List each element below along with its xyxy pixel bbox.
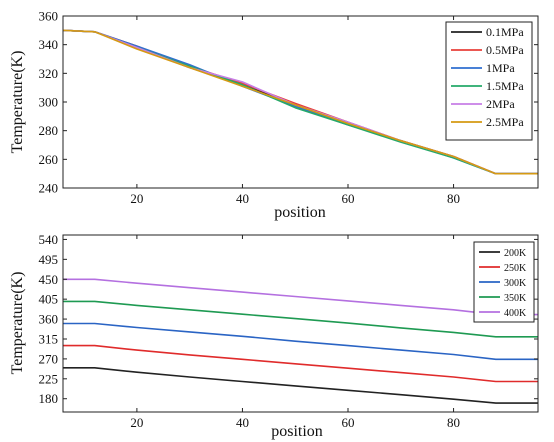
y-tick-label: 315 [39, 331, 59, 346]
legend-label: 200K [504, 248, 527, 259]
legend-label: 300K [504, 278, 527, 289]
legend-label: 400K [504, 308, 527, 319]
series-line-350k [63, 300, 538, 338]
y-axis-title: Temperature(K) [9, 272, 26, 375]
plot-frame [62, 234, 539, 413]
series-line-200k [63, 367, 538, 404]
x-axis-title: position [274, 204, 326, 221]
y-tick-label: 340 [39, 37, 59, 52]
pressure-temperature-chart: 20 40 60 80 240 260 280 300 320 340 360 position Tem… [9, 9, 539, 221]
x-tick-label: 80 [447, 415, 460, 430]
x-tick-label: 20 [130, 191, 143, 206]
x-axis-title: position [271, 423, 323, 440]
x-tick-label: 20 [130, 415, 143, 430]
series-line-300k [63, 322, 538, 361]
series-line-250k [63, 344, 538, 383]
legend-label: 250K [504, 263, 527, 274]
y-tick-label: 270 [39, 351, 59, 366]
x-tick-label: 60 [342, 415, 355, 430]
legend-label: 1MPa [486, 61, 515, 75]
y-tick-label: 540 [39, 232, 59, 247]
y-tick-label: 450 [39, 272, 59, 287]
legend-label: 1.5MPa [486, 79, 524, 93]
y-axis-title: Temperature(K) [9, 51, 26, 154]
y-tick-label: 300 [39, 95, 59, 110]
y-tick-label: 360 [39, 9, 59, 24]
x-tick-label: 40 [236, 191, 249, 206]
series-line-2-5mpa [62, 29, 538, 175]
legend-label: 2.5MPa [486, 115, 524, 129]
legend-box [445, 21, 533, 141]
legend-label: 0.1MPa [486, 25, 524, 39]
y-tick-label: 240 [39, 181, 59, 196]
series-line-400k [63, 278, 538, 316]
y-tick-label: 360 [39, 312, 59, 327]
x-tick-label: 40 [236, 415, 249, 430]
y-tick-label: 225 [39, 371, 59, 386]
x-tick-label: 80 [447, 191, 460, 206]
legend-label: 350K [504, 293, 527, 304]
y-tick-label: 280 [39, 123, 59, 138]
legend-label: 0.5MPa [486, 43, 524, 57]
y-tick-label: 180 [39, 391, 59, 406]
initial-temperature-chart: 20 40 60 80 180 225 270 315 360 405 450 495 540 posit… [9, 232, 539, 440]
y-tick-label: 495 [39, 252, 59, 267]
x-tick-label: 60 [342, 191, 355, 206]
y-tick-label: 320 [39, 66, 59, 81]
y-tick-label: 260 [39, 152, 59, 167]
y-tick-label: 405 [39, 292, 59, 307]
legend-label: 2MPa [486, 97, 515, 111]
